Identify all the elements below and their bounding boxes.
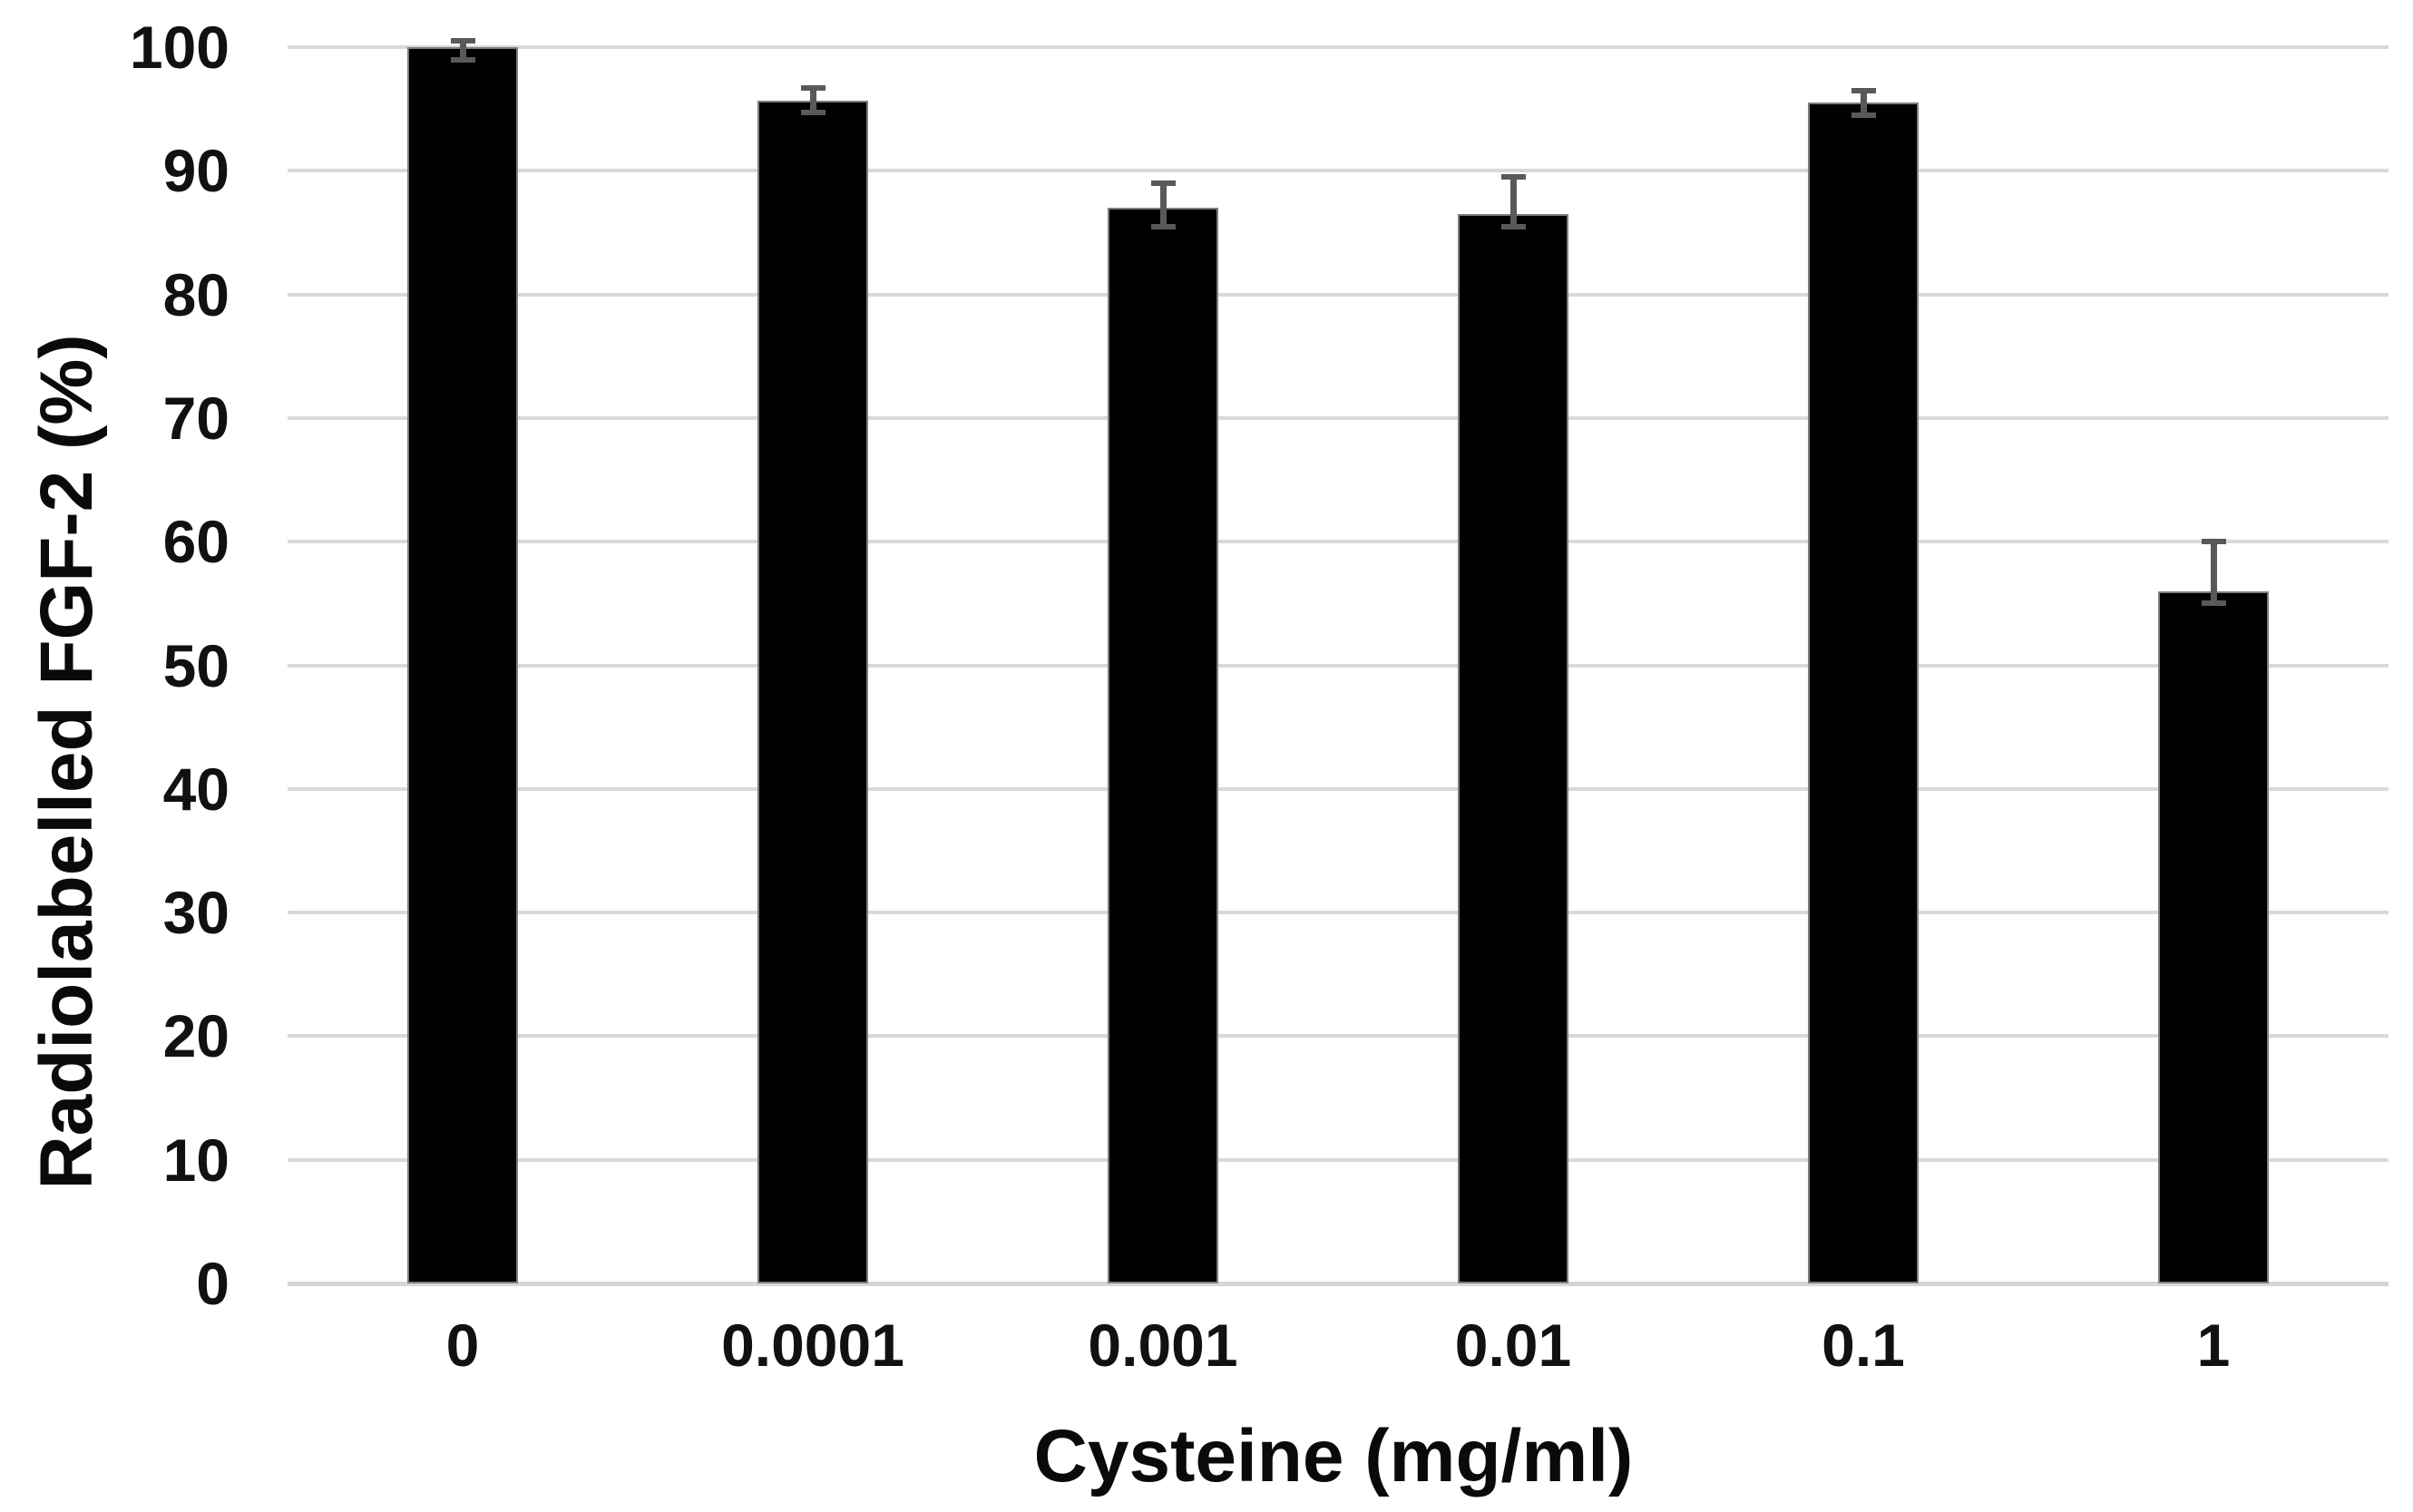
gridline xyxy=(288,786,2389,791)
x-tick-label: 0.0001 xyxy=(721,1312,904,1379)
y-tick-label: 90 xyxy=(162,137,230,205)
error-bar-bottom-cap xyxy=(2201,600,2226,607)
y-tick-label: 50 xyxy=(162,631,230,699)
gridline xyxy=(288,911,2389,915)
gridline xyxy=(288,1034,2389,1039)
error-bar-top-cap xyxy=(450,38,475,44)
error-bar-top-cap xyxy=(2201,539,2226,545)
y-tick-label: 40 xyxy=(162,755,230,823)
gridline xyxy=(288,540,2389,544)
error-bar-top-cap xyxy=(1851,87,1876,93)
error-bar-bottom-cap xyxy=(1851,112,1876,118)
x-tick-label: 0.01 xyxy=(1454,1312,1572,1379)
bar xyxy=(1458,214,1568,1283)
bar xyxy=(1808,102,1919,1283)
y-tick-label: 10 xyxy=(162,1126,230,1194)
bar xyxy=(2158,590,2269,1283)
gridline xyxy=(288,1157,2389,1162)
bar xyxy=(407,47,518,1283)
plot-area xyxy=(288,38,2389,1286)
error-bar-bottom-cap xyxy=(450,56,475,63)
error-bar-bottom-cap xyxy=(800,110,826,116)
error-bar xyxy=(809,87,816,113)
error-bar xyxy=(2210,541,2217,604)
y-tick-label: 70 xyxy=(162,384,230,452)
y-tick-label: 80 xyxy=(162,260,230,328)
error-bar xyxy=(459,41,466,60)
gridline xyxy=(288,663,2389,668)
error-bar-top-cap xyxy=(1150,180,1176,186)
bar xyxy=(1108,208,1218,1283)
gridline xyxy=(288,169,2389,173)
x-tick-label: 1 xyxy=(2196,1312,2231,1379)
bar xyxy=(757,100,868,1283)
gridline xyxy=(288,292,2389,297)
y-tick-label: 20 xyxy=(162,1002,230,1070)
gridline xyxy=(288,45,2389,49)
error-bar xyxy=(1509,177,1517,227)
x-axis-line xyxy=(288,1282,2389,1286)
x-tick-label: 0.001 xyxy=(1088,1312,1238,1379)
error-bar-bottom-cap xyxy=(1150,223,1176,229)
y-tick-label: 30 xyxy=(162,879,230,947)
error-bar-top-cap xyxy=(1500,174,1526,180)
y-tick-label: 0 xyxy=(196,1250,230,1317)
y-tick-label: 100 xyxy=(129,14,230,81)
error-bar xyxy=(1159,182,1167,227)
x-tick-label: 0.1 xyxy=(1822,1312,1905,1379)
gridline xyxy=(288,415,2389,420)
error-bar-bottom-cap xyxy=(1500,223,1526,229)
x-tick-label: 0 xyxy=(445,1312,480,1379)
x-axis-title: Cysteine (mg/ml) xyxy=(1033,1415,1634,1497)
error-bar xyxy=(1860,90,1867,115)
y-tick-label: 60 xyxy=(162,508,230,576)
error-bar-top-cap xyxy=(800,84,826,91)
